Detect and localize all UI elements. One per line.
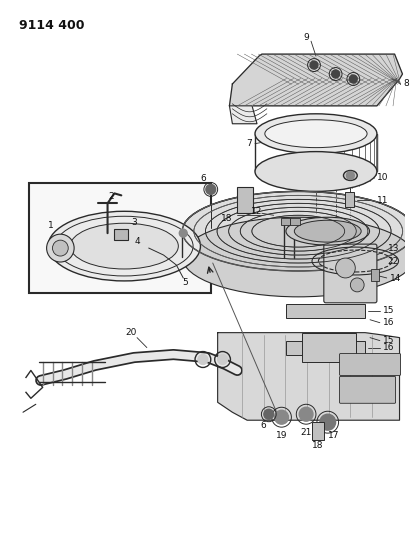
Text: 13: 13	[388, 244, 399, 253]
Text: 16: 16	[383, 343, 394, 352]
Text: 19: 19	[276, 431, 287, 440]
Text: 14: 14	[390, 274, 401, 284]
Bar	[29, 183, 211, 293]
Text: 17: 17	[328, 431, 339, 440]
Circle shape	[332, 70, 339, 78]
Polygon shape	[229, 54, 402, 106]
Circle shape	[198, 354, 208, 365]
Circle shape	[46, 234, 74, 262]
Circle shape	[206, 184, 216, 195]
Text: 11: 11	[377, 196, 388, 205]
Circle shape	[179, 229, 187, 237]
Ellipse shape	[48, 211, 201, 281]
Circle shape	[218, 354, 227, 365]
Circle shape	[53, 240, 68, 256]
Bar	[371, 269, 379, 281]
Text: 20: 20	[125, 328, 137, 337]
Polygon shape	[229, 106, 257, 124]
Text: 4: 4	[134, 237, 140, 246]
Polygon shape	[218, 333, 399, 420]
FancyBboxPatch shape	[339, 353, 400, 375]
Text: 7: 7	[246, 139, 252, 148]
Text: 5: 5	[182, 278, 188, 287]
Text: 9114 400: 9114 400	[19, 19, 85, 33]
Text: 15: 15	[383, 336, 394, 345]
Ellipse shape	[255, 114, 377, 154]
Text: 3: 3	[131, 218, 137, 227]
Ellipse shape	[294, 220, 361, 242]
Text: 6: 6	[260, 421, 266, 430]
Text: 10: 10	[377, 173, 388, 182]
Bar	[312, 422, 324, 440]
Text: 2: 2	[109, 192, 114, 201]
Text: 18: 18	[221, 214, 232, 223]
Circle shape	[275, 410, 289, 424]
Bar	[237, 188, 253, 213]
Bar	[302, 333, 356, 362]
Text: 15: 15	[383, 306, 394, 315]
Text: 22: 22	[388, 256, 399, 265]
Bar	[286, 304, 365, 318]
Circle shape	[350, 278, 364, 292]
Circle shape	[310, 61, 318, 69]
Text: 21: 21	[300, 427, 312, 437]
Bar	[346, 192, 354, 207]
Text: 8: 8	[404, 79, 409, 88]
Circle shape	[320, 414, 336, 430]
Ellipse shape	[255, 151, 377, 191]
Text: 1: 1	[48, 221, 53, 230]
Circle shape	[336, 258, 355, 278]
Text: 9: 9	[303, 33, 309, 42]
Bar	[114, 229, 128, 240]
Circle shape	[299, 407, 313, 421]
Bar	[291, 218, 300, 225]
Ellipse shape	[344, 171, 357, 181]
Circle shape	[264, 409, 274, 419]
FancyBboxPatch shape	[324, 244, 377, 303]
Ellipse shape	[182, 191, 411, 271]
Bar	[286, 341, 365, 354]
Ellipse shape	[70, 223, 178, 269]
Ellipse shape	[286, 217, 369, 245]
Circle shape	[349, 75, 357, 83]
Circle shape	[346, 172, 354, 180]
Text: 12: 12	[251, 207, 263, 216]
Text: 16: 16	[383, 318, 394, 327]
FancyBboxPatch shape	[339, 376, 395, 403]
Text: 18: 18	[312, 441, 324, 449]
Ellipse shape	[265, 120, 367, 148]
Bar	[281, 218, 291, 225]
Ellipse shape	[182, 217, 411, 297]
Text: 6: 6	[200, 174, 206, 183]
